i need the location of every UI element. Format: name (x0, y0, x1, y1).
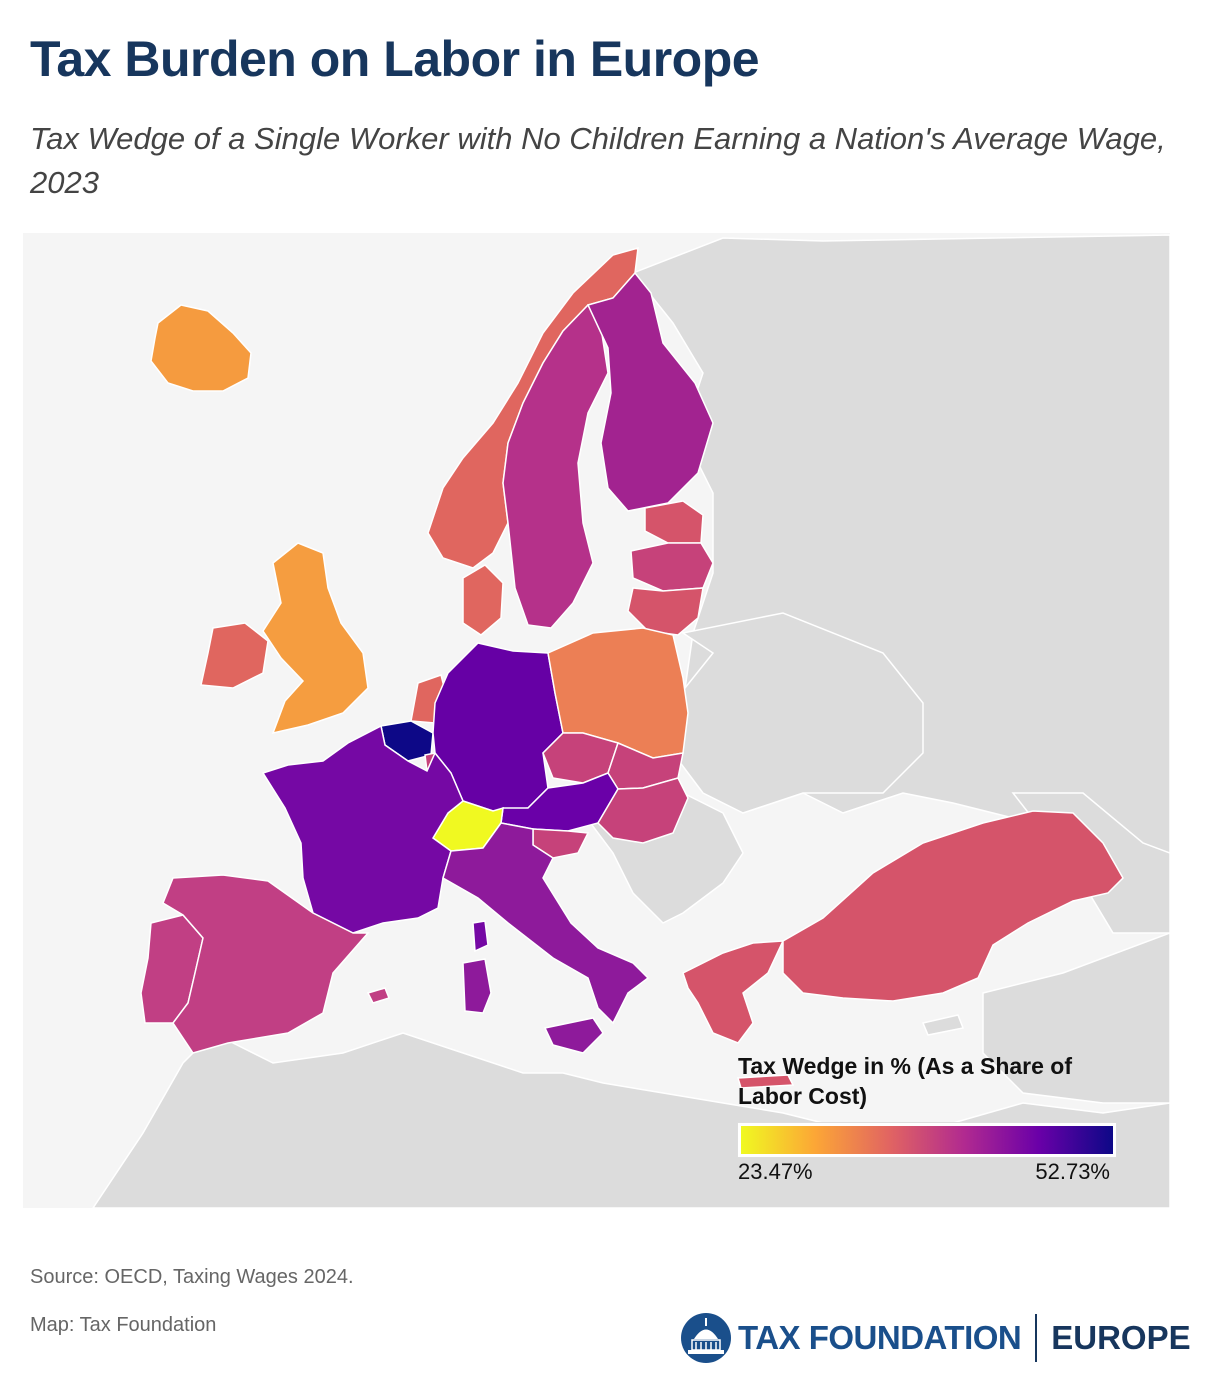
page-subtitle: Tax Wedge of a Single Worker with No Chi… (30, 121, 1166, 200)
source-note: Source: OECD, Taxing Wages 2024. (30, 1266, 354, 1288)
logo-text: TAX FOUNDATION (738, 1319, 1022, 1356)
land-north-africa (92, 1032, 1170, 1208)
map-svg (92, 234, 1170, 1208)
country-estonia (644, 500, 704, 544)
country-sweden (502, 303, 609, 629)
legend-min-label: 23.47% (738, 1159, 813, 1184)
country-france (261, 724, 464, 934)
map-legend: Tax Wedge in % (As a Share of Labor Cost… (738, 1051, 1118, 1185)
europe-map: Tax Wedge in % (As a Share of Labor Cost… (23, 233, 1170, 1208)
land-middle-east (982, 932, 1170, 1104)
land-cyprus (921, 1014, 965, 1036)
country-finland (586, 271, 714, 512)
country-latvia (630, 542, 714, 592)
logo-separator (1035, 1314, 1038, 1362)
legend-title: Tax Wedge in % (As a Share of Labor Cost… (738, 1053, 1073, 1109)
country-lithuania (627, 587, 704, 636)
island-corsica (472, 920, 489, 953)
country-greece (682, 940, 785, 1044)
legend-labels: 23.47% 52.73% (738, 1159, 1110, 1185)
logo-region: EUROPE (1051, 1319, 1191, 1356)
capitol-dome-icon (681, 1313, 731, 1363)
island-balearic (366, 987, 390, 1004)
island-sicily (543, 1017, 604, 1054)
country-denmark (462, 564, 504, 636)
country-turkey (782, 810, 1124, 1002)
legend-color-scale (738, 1123, 1116, 1157)
country-italy (442, 822, 650, 1025)
country-iceland (150, 304, 252, 392)
country-ireland (200, 622, 269, 689)
country-hungary (597, 777, 689, 844)
island-crete (737, 1074, 795, 1089)
tax-foundation-logo: TAX FOUNDATION EUROPE (680, 1310, 1191, 1366)
island-sardinia (462, 958, 492, 1014)
map-credit: Map: Tax Foundation (30, 1314, 217, 1336)
legend-max-label: 52.73% (1035, 1159, 1110, 1184)
page-title: Tax Burden on Labor in Europe (30, 31, 760, 87)
country-uk (262, 542, 369, 735)
country-spain (162, 874, 370, 1054)
